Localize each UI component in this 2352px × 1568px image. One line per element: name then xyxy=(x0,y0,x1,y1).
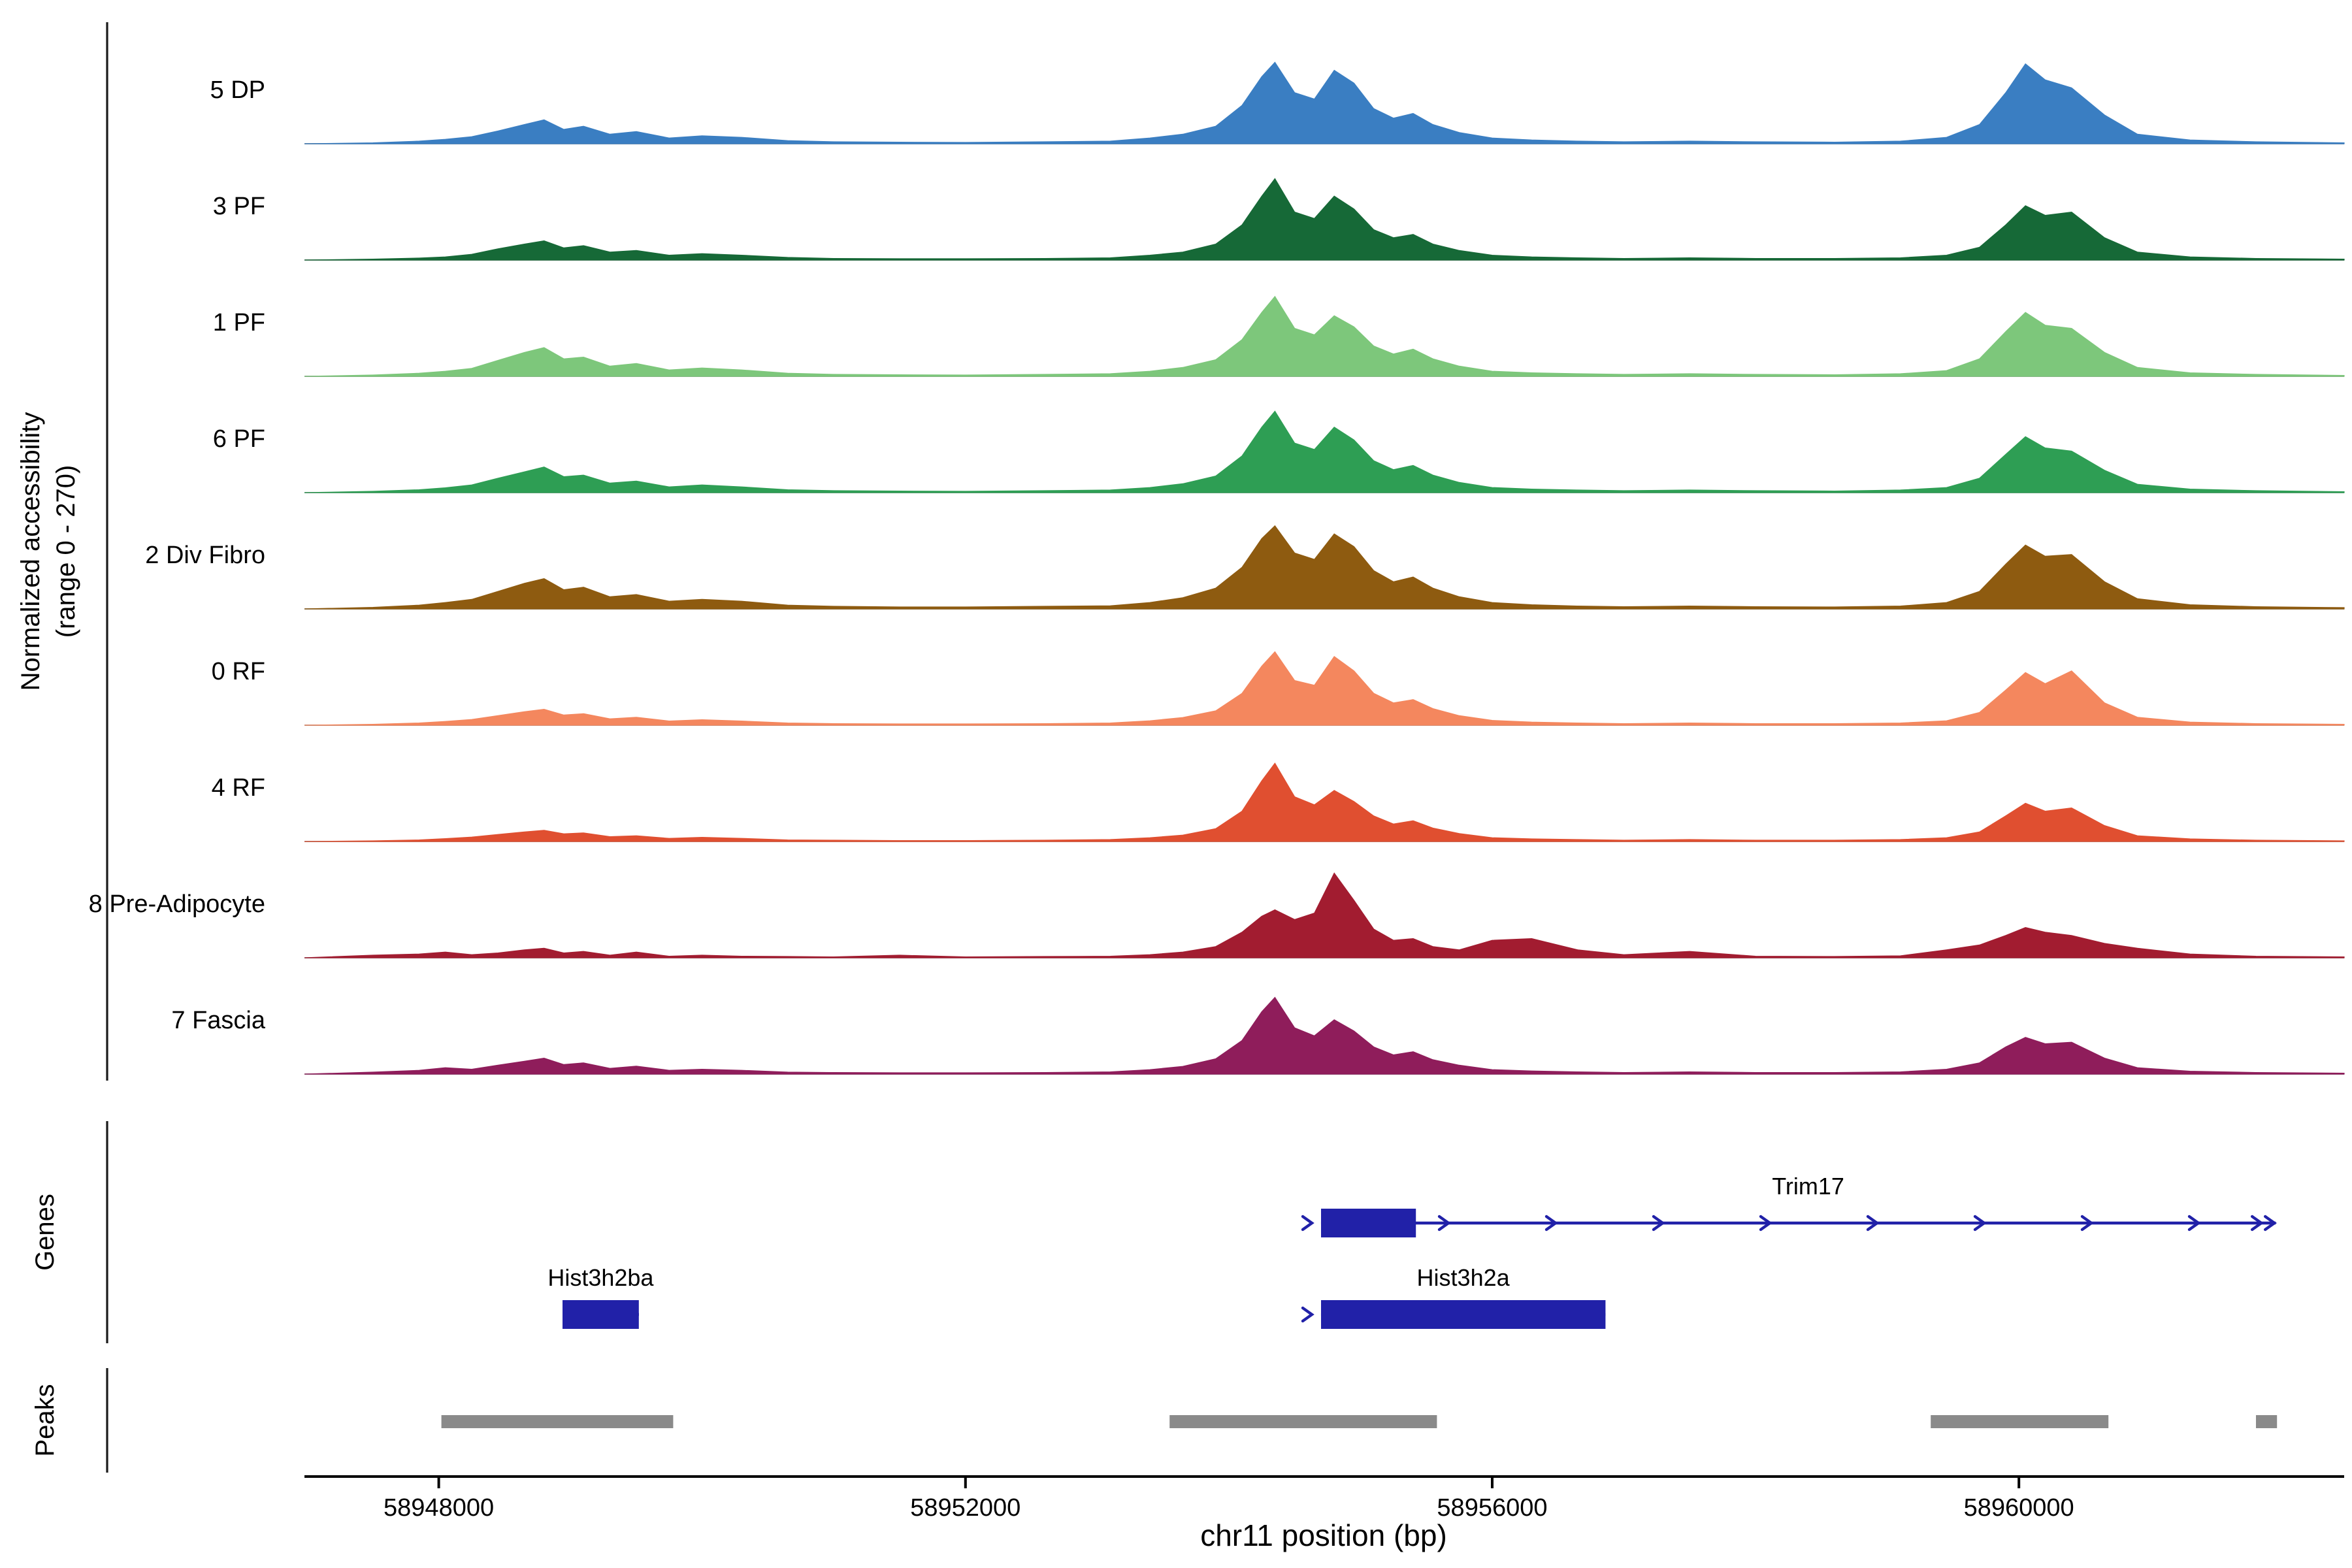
y-axis-label-line2: (range 0 - 270) xyxy=(52,465,80,638)
track-area xyxy=(304,61,2345,144)
x-axis-ticks: 58948000 58952000 58956000 58960000 xyxy=(384,1477,2074,1522)
track-label: 4 RF xyxy=(212,774,265,802)
x-axis-title: chr11 position (bp) xyxy=(1200,1518,1447,1552)
strand-arrow-icon xyxy=(1301,1306,1315,1323)
gene: Hist3h2a xyxy=(1301,1264,1606,1329)
gene-exon-rect xyxy=(1321,1209,1416,1237)
track-label: 8 Pre-Adipocyte xyxy=(89,890,265,918)
x-tick-label: 58956000 xyxy=(1437,1494,1547,1522)
signal-track: 5 DP xyxy=(210,61,2345,144)
y-axis-label-line1: Normalized accessibility xyxy=(16,412,45,691)
peaks-section: Peaks xyxy=(31,1368,2278,1473)
track-label: 2 Div Fibro xyxy=(145,542,265,569)
signal-track: 4 RF xyxy=(212,762,2345,842)
x-tick-label: 58952000 xyxy=(910,1494,1021,1522)
track-label: 3 PF xyxy=(213,193,265,220)
strand-arrow-icon xyxy=(1652,1215,1665,1232)
track-area xyxy=(304,762,2345,842)
strand-arrow-icon xyxy=(1437,1215,1451,1232)
signal-track: 0 RF xyxy=(212,651,2345,726)
strand-arrow-icon xyxy=(1866,1215,1880,1232)
peaks-section-label: Peaks xyxy=(31,1384,59,1456)
gene-exon-rect xyxy=(563,1300,639,1329)
tracks-section: Normalized accessibility (range 0 - 270)… xyxy=(16,22,2345,1081)
strand-arrow-icon xyxy=(2187,1215,2201,1232)
signal-track: 7 Fascia xyxy=(171,996,2345,1075)
x-tick-label: 58960000 xyxy=(1964,1494,2074,1522)
track-label: 0 RF xyxy=(212,658,265,685)
signal-track: 6 PF xyxy=(213,410,2345,493)
track-area xyxy=(304,872,2345,958)
gene-label: Hist3h2ba xyxy=(547,1264,654,1291)
strand-arrow-icon xyxy=(2080,1215,2094,1232)
track-area xyxy=(304,525,2345,610)
track-area xyxy=(304,178,2345,261)
x-axis: 58948000 58952000 58956000 58960000 chr11 p… xyxy=(304,1475,2344,1552)
peak-bar xyxy=(1931,1415,2109,1428)
signal-track: 3 PF xyxy=(213,178,2345,261)
peak-bar xyxy=(2256,1415,2278,1428)
track-area xyxy=(304,295,2345,377)
gene-models: Trim17 Hist3h2a Hist3h2ba xyxy=(547,1173,2277,1329)
signal-track: 2 Div Fibro xyxy=(145,525,2345,610)
track-label: 5 DP xyxy=(210,76,265,104)
track-area xyxy=(304,651,2345,726)
genes-section: Genes Trim17 Hist3h2a Hist3h2ba xyxy=(31,1121,2277,1343)
track-label: 1 PF xyxy=(213,309,265,336)
strand-arrow-icon xyxy=(1973,1215,1987,1232)
signal-tracks: 5 DP 3 PF 1 PF 6 PF 2 Div Fibro 0 RF 4 RF 8 Pre… xyxy=(89,61,2345,1075)
strand-arrow-icon xyxy=(1301,1215,1315,1232)
track-area xyxy=(304,996,2345,1075)
strand-arrow-icon xyxy=(1544,1215,1558,1232)
strand-arrow-icon xyxy=(2251,1215,2264,1232)
signal-track: 1 PF xyxy=(213,295,2345,377)
gene-label: Trim17 xyxy=(1772,1173,1844,1200)
gene: Hist3h2ba xyxy=(547,1264,654,1329)
peak-bar xyxy=(1169,1415,1437,1428)
track-area xyxy=(304,410,2345,493)
genes-section-label: Genes xyxy=(31,1194,59,1271)
gene-label: Hist3h2a xyxy=(1417,1264,1511,1291)
gene-exon-rect xyxy=(1321,1300,1606,1329)
peak-bar xyxy=(441,1415,674,1428)
track-label: 7 Fascia xyxy=(171,1007,265,1034)
strand-arrow-icon xyxy=(1759,1215,1772,1232)
gene: Trim17 xyxy=(1301,1173,2277,1237)
signal-track: 8 Pre-Adipocyte xyxy=(89,872,2345,958)
peak-bars xyxy=(441,1415,2278,1428)
strand-arrow-icon xyxy=(2264,1215,2277,1232)
track-label: 6 PF xyxy=(213,425,265,453)
x-tick-label: 58948000 xyxy=(384,1494,494,1522)
